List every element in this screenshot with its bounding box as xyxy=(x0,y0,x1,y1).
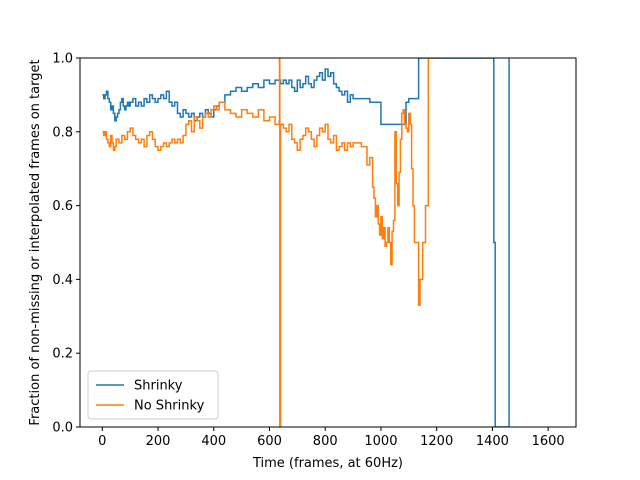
series-layer xyxy=(102,58,510,427)
legend-label: Shrinky xyxy=(134,379,183,394)
x-tick-label: 1200 xyxy=(420,434,453,449)
y-axis-label: Fraction of non-missing or interpolated … xyxy=(28,59,43,425)
x-tick-label: 1600 xyxy=(532,434,565,449)
y-tick-label: 0.0 xyxy=(52,421,73,436)
y-tick-label: 0.6 xyxy=(52,199,73,214)
x-tick-label: 200 xyxy=(146,434,171,449)
y-tick-label: 0.8 xyxy=(52,125,73,140)
x-tick-label: 400 xyxy=(201,434,226,449)
x-tick-label: 600 xyxy=(257,434,282,449)
x-tick-label: 800 xyxy=(313,434,338,449)
x-tick-label: 0 xyxy=(98,434,106,449)
legend-label: No Shrinky xyxy=(134,399,205,414)
legend: Shrinky No Shrinky xyxy=(87,370,219,420)
y-tick-label: 0.4 xyxy=(52,273,73,288)
y-axis-ticks: 0.0 0.2 0.4 0.6 0.8 1.0 xyxy=(52,52,80,436)
plot-frame xyxy=(79,57,577,428)
series-line-1 xyxy=(102,58,440,427)
x-axis-label: Time (frames, at 60Hz) xyxy=(252,456,403,471)
y-tick-label: 0.2 xyxy=(52,347,73,362)
x-tick-label: 1400 xyxy=(476,434,509,449)
y-tick-label: 1.0 xyxy=(52,52,73,67)
x-axis-ticks: 0 200 400 600 800 1000 1200 1400 1600 xyxy=(98,427,565,449)
legend-box xyxy=(87,370,219,420)
x-tick-label: 1000 xyxy=(364,434,397,449)
